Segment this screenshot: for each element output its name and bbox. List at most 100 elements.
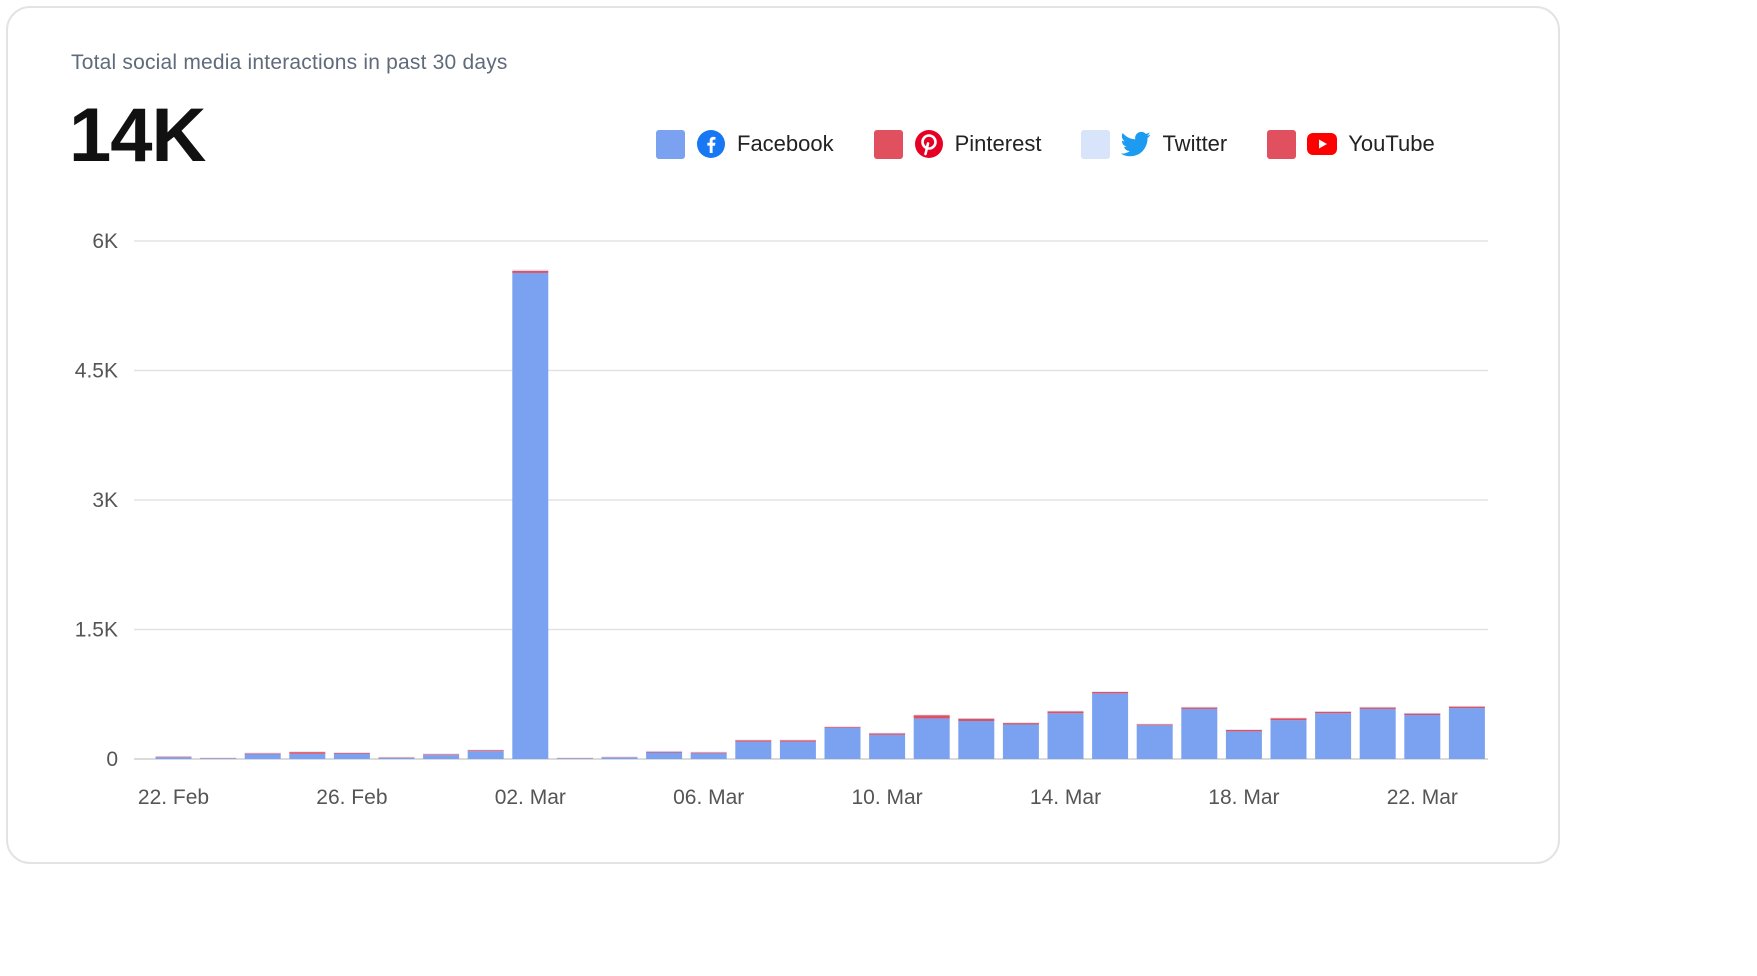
- legend-item-youtube[interactable]: YouTube: [1267, 129, 1435, 159]
- bar-segment-facebook: [556, 758, 593, 759]
- bar-segment-twitter: [869, 732, 906, 734]
- bar-segment-facebook: [1448, 708, 1485, 759]
- bar-segment-facebook: [913, 718, 950, 759]
- bar-segment-facebook: [289, 753, 326, 759]
- bar-segment-twitter: [690, 751, 727, 753]
- bar-segment-facebook: [155, 757, 192, 759]
- bar-segment-pinterest: [958, 718, 995, 722]
- youtube-swatch: [1267, 129, 1297, 159]
- bar-segment-pinterest: [690, 752, 727, 754]
- bar-segment-twitter: [333, 752, 370, 753]
- bar-segment-facebook: [333, 753, 370, 759]
- bar-segment-pinterest: [646, 751, 683, 753]
- bar-segment-pinterest: [1404, 713, 1441, 715]
- bar-segment-twitter: [155, 755, 192, 757]
- bar-segment-pinterest: [1315, 711, 1352, 714]
- x-tick-label: 22. Feb: [138, 786, 209, 809]
- bar-segment-twitter: [1448, 705, 1485, 707]
- legend-item-facebook[interactable]: Facebook: [656, 129, 834, 159]
- bar-segment-twitter: [1092, 691, 1129, 693]
- bar-segment-twitter: [601, 756, 638, 758]
- bar-segment-pinterest: [423, 754, 460, 756]
- bar-segment-twitter: [1225, 729, 1262, 731]
- legend-label-youtube: YouTube: [1348, 131, 1435, 156]
- x-tick-label: 22. Mar: [1387, 786, 1458, 809]
- bar-segment-pinterest: [1270, 717, 1307, 721]
- chart-legend: Facebook Pinterest Twitter Yo: [656, 127, 1435, 161]
- bar-segment-pinterest: [1047, 711, 1084, 714]
- y-tick-label: 3K: [92, 489, 118, 512]
- pinterest-swatch: [873, 129, 903, 159]
- bar-segment-pinterest: [378, 757, 415, 759]
- bar-segment-twitter: [289, 751, 326, 753]
- bar-segment-facebook: [1315, 713, 1352, 759]
- bar-segment-twitter: [378, 756, 415, 758]
- bar-segment-twitter: [913, 714, 950, 716]
- bar-segment-facebook: [467, 751, 504, 759]
- bar-segment-facebook: [200, 758, 237, 759]
- x-tick-label: 10. Mar: [851, 786, 922, 809]
- bar-segment-facebook: [869, 734, 906, 759]
- bar-segment-pinterest: [1181, 707, 1218, 709]
- legend-label-facebook: Facebook: [737, 131, 834, 156]
- bar-segment-facebook: [690, 753, 727, 759]
- bar-segment-facebook: [244, 753, 281, 759]
- facebook-icon: [696, 129, 726, 159]
- y-tick-label: 4.5K: [75, 360, 118, 383]
- bar-segment-twitter: [1047, 710, 1084, 712]
- legend-item-pinterest[interactable]: Pinterest: [873, 129, 1041, 159]
- bar-segment-twitter: [1136, 723, 1173, 725]
- bar-segment-twitter: [512, 269, 549, 271]
- bar-segment-pinterest: [467, 749, 504, 752]
- bar-segment-facebook: [646, 752, 683, 759]
- bar-segment-facebook: [1047, 713, 1084, 759]
- total-interactions-value: 14K: [69, 93, 206, 178]
- legend-label-twitter: Twitter: [1162, 131, 1228, 156]
- bar-segment-pinterest: [1225, 729, 1262, 732]
- bar-segment-twitter: [200, 757, 237, 759]
- bar-segment-facebook: [1002, 724, 1039, 759]
- twitter-swatch: [1081, 129, 1111, 159]
- youtube-icon: [1307, 129, 1338, 159]
- legend-item-twitter[interactable]: Twitter: [1081, 129, 1227, 159]
- bar-segment-twitter: [779, 739, 816, 741]
- bar-segment-pinterest: [1002, 722, 1039, 725]
- bar-segment-facebook: [1225, 731, 1262, 759]
- x-tick-label: 26. Feb: [316, 786, 387, 809]
- bar-segment-facebook: [1181, 708, 1218, 759]
- bar-segment-twitter: [556, 757, 593, 759]
- bar-segment-pinterest: [155, 756, 192, 758]
- x-tick-label: 14. Mar: [1030, 786, 1101, 809]
- bar-segment-facebook: [601, 757, 638, 759]
- x-tick-label: 06. Mar: [673, 786, 744, 809]
- facebook-swatch: [656, 129, 685, 159]
- y-tick-label: 6K: [92, 230, 118, 253]
- bar-segment-pinterest: [512, 270, 549, 273]
- bar-segment-pinterest: [1092, 691, 1129, 694]
- bar-segment-facebook: [512, 272, 549, 759]
- bar-segment-facebook: [378, 757, 415, 759]
- bar-segment-pinterest: [289, 752, 326, 754]
- bar-segment-facebook: [735, 741, 772, 759]
- bar-segment-pinterest: [824, 727, 861, 728]
- x-tick-label: 18. Mar: [1208, 786, 1279, 809]
- bar-segment-twitter: [1002, 722, 1039, 724]
- bar-segment-facebook: [958, 721, 995, 759]
- bar-segment-facebook: [423, 755, 460, 759]
- bar-segment-pinterest: [869, 733, 906, 735]
- bar-segment-pinterest: [333, 752, 370, 754]
- bar-segment-twitter: [1404, 712, 1441, 714]
- bar-segment-twitter: [423, 753, 460, 755]
- bar-segment-pinterest: [1448, 706, 1485, 709]
- bar-segment-twitter: [244, 752, 281, 754]
- bar-segment-pinterest: [779, 740, 816, 742]
- gridlines: [134, 240, 1488, 760]
- bar-segment-pinterest: [244, 753, 281, 755]
- bars: [155, 269, 1485, 759]
- bar-segment-twitter: [467, 749, 504, 751]
- bar-segment-facebook: [1136, 725, 1173, 759]
- bar-segment-facebook: [824, 727, 861, 759]
- y-tick-label: 0: [106, 748, 118, 771]
- bar-segment-pinterest: [913, 714, 950, 719]
